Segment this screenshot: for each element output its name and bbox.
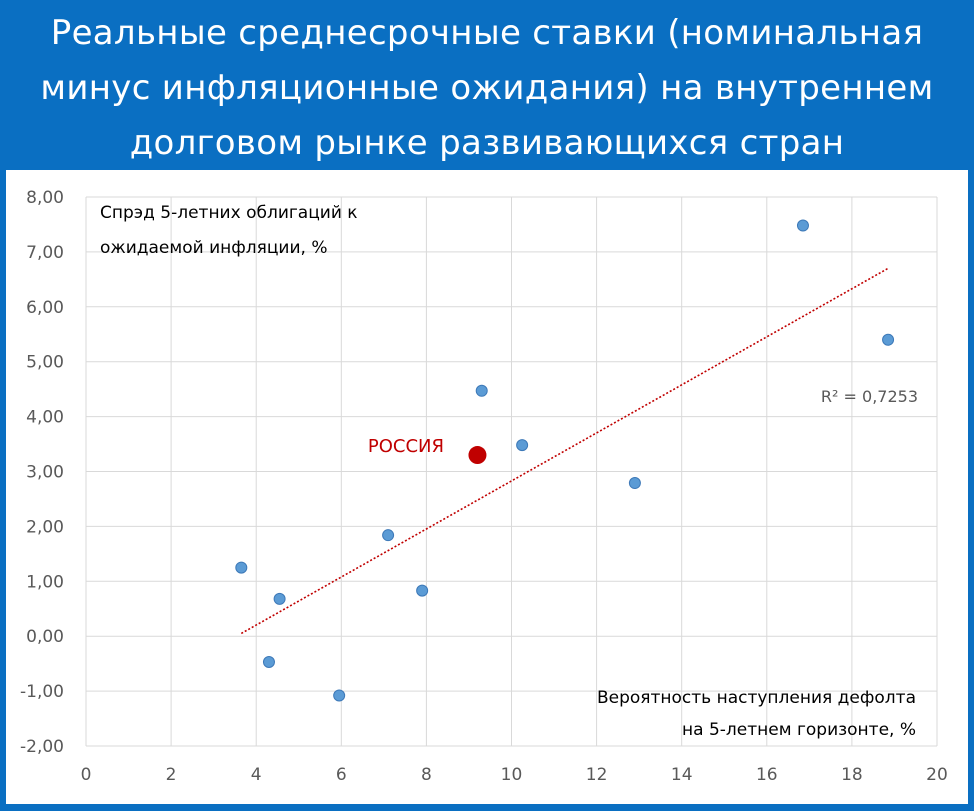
y-tick-label: 4,00 [26, 408, 64, 428]
annotations: Спрэд 5-летних облигаций к ожидаемой инф… [100, 203, 918, 740]
y-tick-label: 0,00 [26, 627, 64, 647]
data-point [796, 219, 809, 232]
x-tick-label: 0 [81, 765, 92, 785]
y-axis-ticks: -2,00 -1,00 0,00 1,00 2,00 3,00 4,00 5,00 6,00 7,… [20, 188, 64, 757]
x-tick-label: 10 [501, 765, 523, 785]
x-tick-label: 18 [841, 765, 863, 785]
trendline [240, 267, 889, 635]
data-point [273, 592, 286, 605]
y-tick-label: 1,00 [26, 572, 64, 592]
x-tick-label: 12 [586, 765, 608, 785]
y-tick-label: 2,00 [26, 517, 64, 537]
y-tick-label: -1,00 [20, 682, 64, 702]
y-tick-label: 6,00 [26, 298, 64, 318]
data-point [516, 439, 529, 452]
data-point [262, 656, 275, 669]
data-point [333, 689, 346, 702]
chart-panel: 0 2 4 6 8 10 12 14 16 18 20 -2,00 -1,00 0,00 1,00 2,00… [6, 170, 968, 804]
r-squared-label: R² = 0,7253 [821, 387, 918, 406]
russia-point [468, 446, 487, 465]
x-tick-label: 4 [251, 765, 262, 785]
x-axis-label-line-2: на 5-летнем горизонте, % [682, 720, 916, 740]
y-tick-label: 3,00 [26, 463, 64, 483]
data-point [475, 384, 488, 397]
gridlines [85, 196, 938, 747]
y-tick-label: -2,00 [20, 737, 64, 757]
data-points [235, 219, 895, 702]
chart-title: Реальные среднесрочные ставки (номинальн… [40, 13, 934, 163]
russia-label: РОССИЯ [368, 436, 444, 457]
trendline-layer [240, 267, 889, 635]
header-banner: Реальные среднесрочные ставки (номинальн… [0, 0, 974, 163]
data-point [382, 529, 395, 542]
data-point [628, 477, 641, 490]
x-tick-label: 14 [671, 765, 693, 785]
x-tick-label: 8 [421, 765, 432, 785]
y-axis-label-line-1: Спрэд 5-летних облигаций к [100, 203, 358, 223]
data-point [882, 333, 895, 346]
x-tick-label: 2 [166, 765, 177, 785]
x-axis-ticks: 0 2 4 6 8 10 12 14 16 18 20 [81, 765, 948, 785]
y-tick-label: 8,00 [26, 188, 64, 208]
x-tick-label: 16 [756, 765, 778, 785]
x-tick-label: 20 [926, 765, 948, 785]
scatter-chart: 0 2 4 6 8 10 12 14 16 18 20 -2,00 -1,00 0,00 1,00 2,00… [20, 188, 948, 785]
data-point [416, 584, 429, 597]
y-tick-label: 5,00 [26, 353, 64, 373]
y-axis-label-line-2: ожидаемой инфляции, % [100, 238, 328, 258]
data-point [235, 561, 248, 574]
y-tick-label: 7,00 [26, 243, 64, 263]
x-axis-label-line-1: Вероятность наступления дефолта [597, 688, 916, 708]
x-tick-label: 6 [336, 765, 347, 785]
